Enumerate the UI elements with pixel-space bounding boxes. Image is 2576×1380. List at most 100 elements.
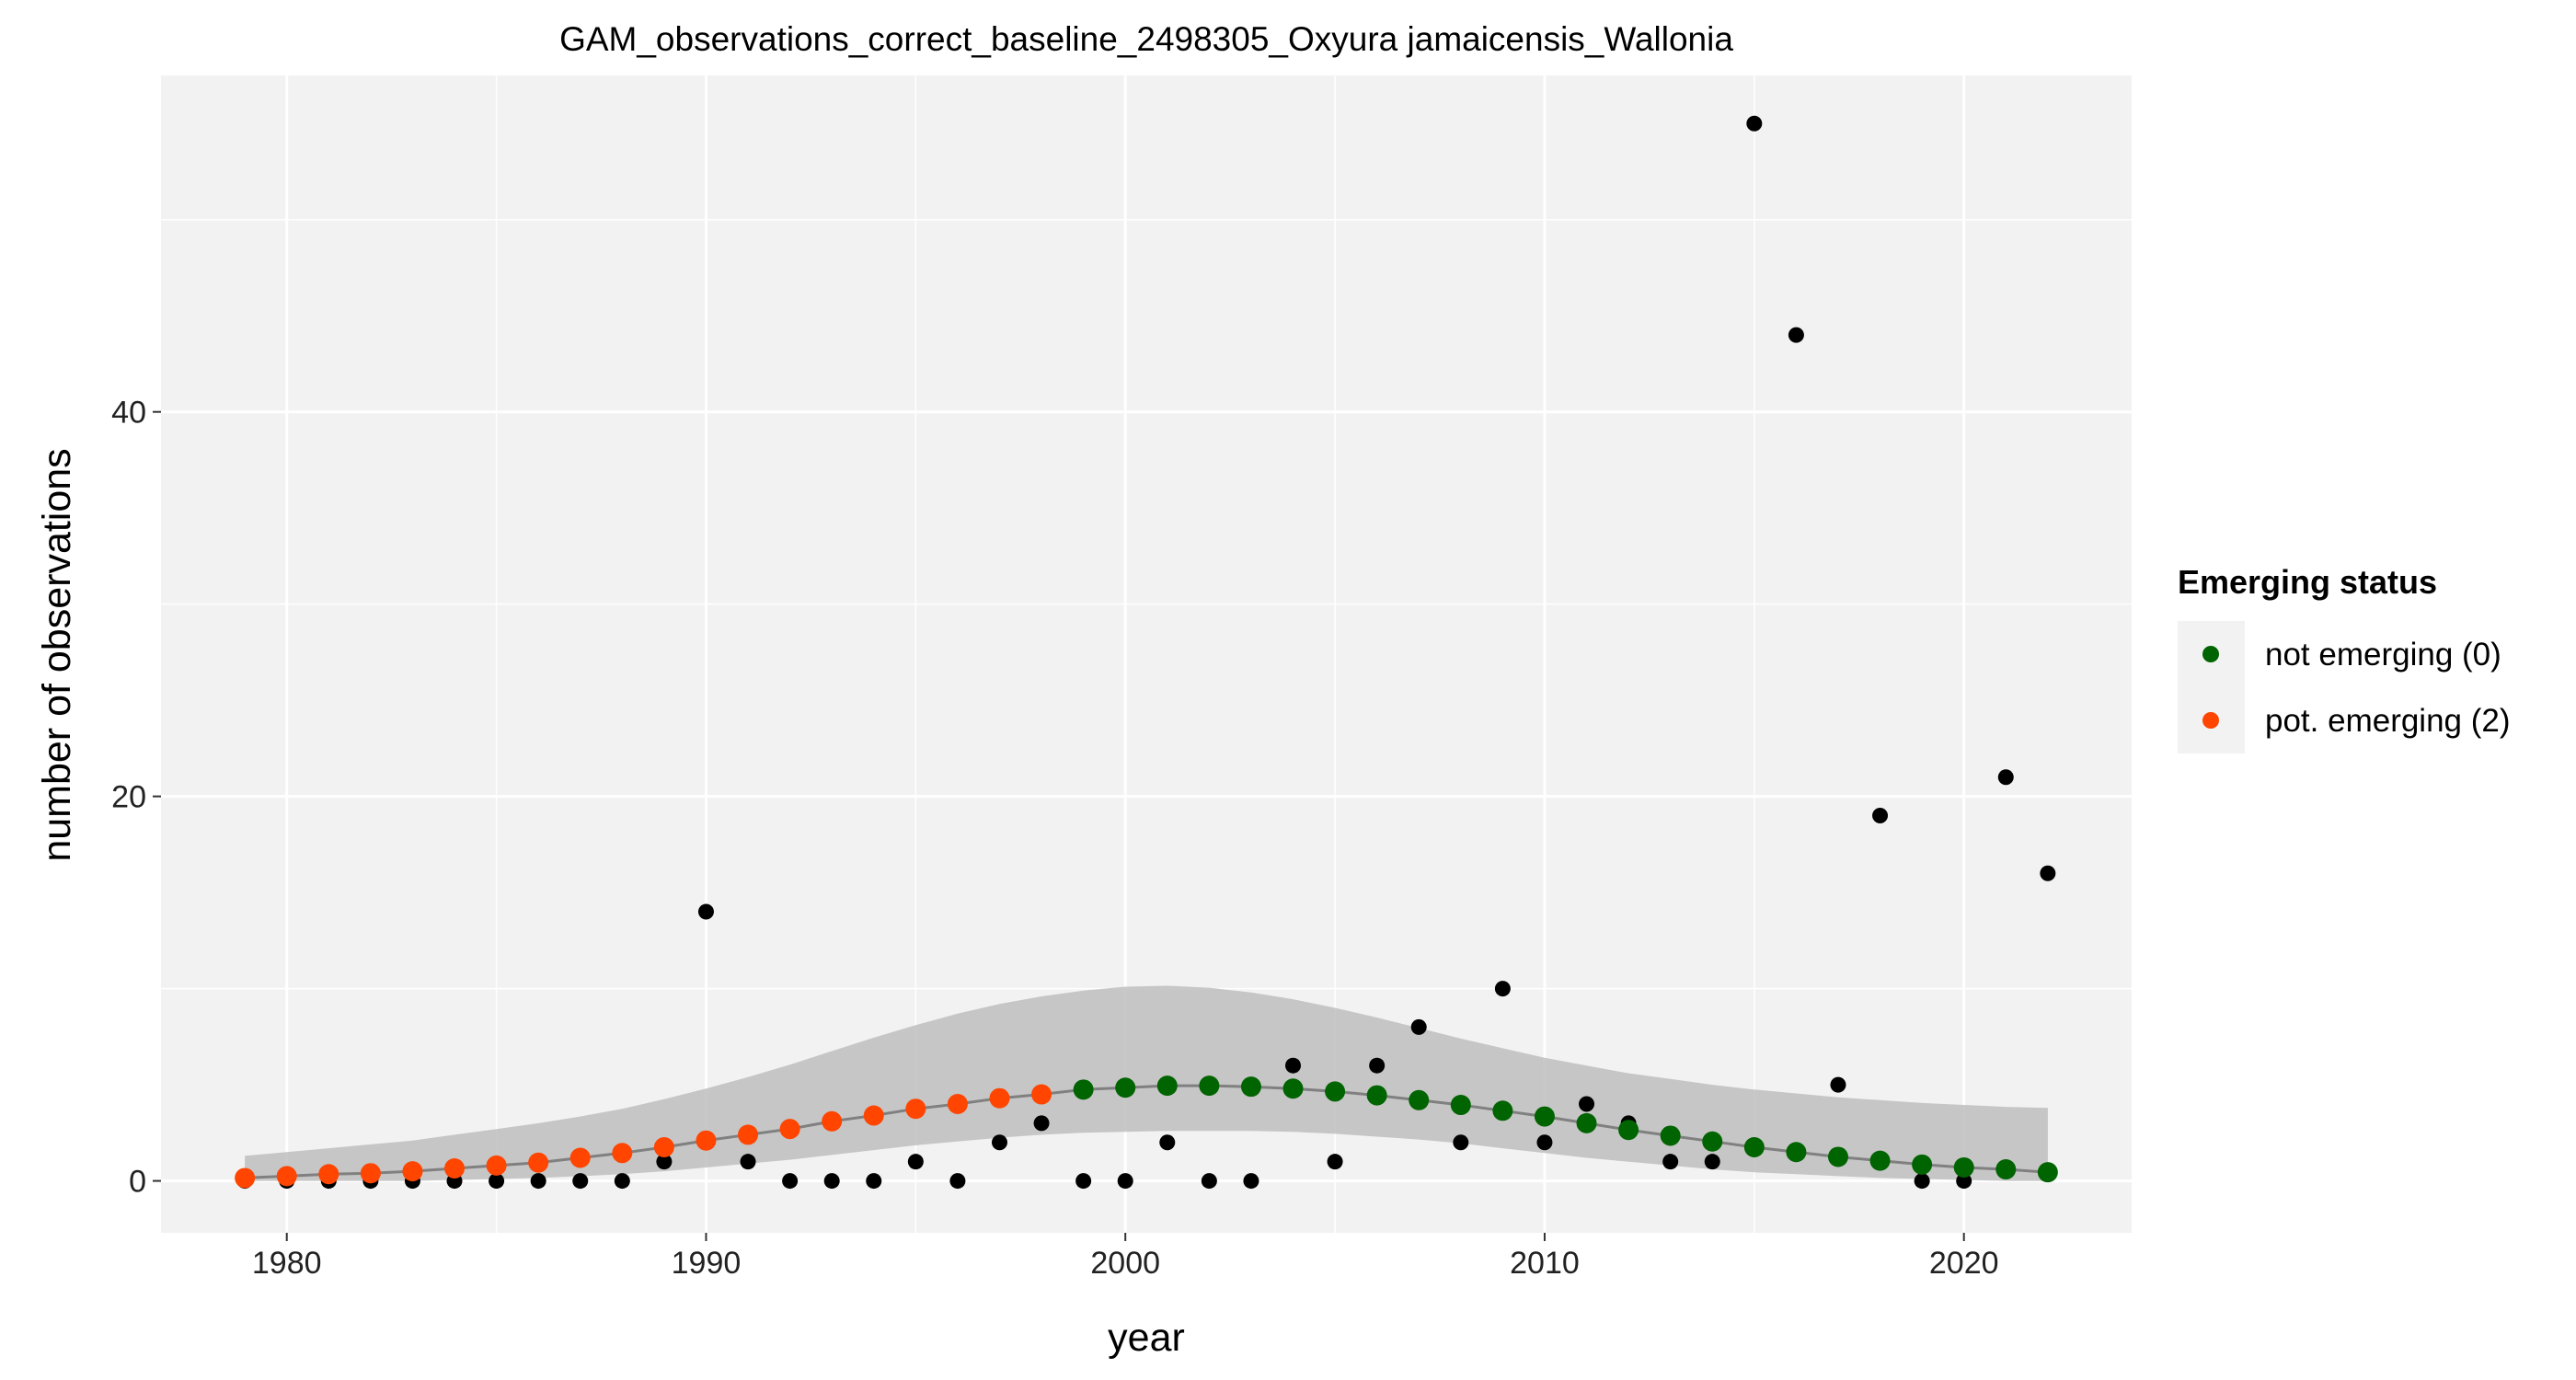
fitted-point-not-emerging — [1995, 1159, 2017, 1180]
chart-title: GAM_observations_correct_baseline_249830… — [559, 20, 1733, 58]
fitted-point-not-emerging — [1199, 1075, 1220, 1097]
fitted-point-not-emerging — [1156, 1075, 1178, 1097]
x-tick-label: 1980 — [252, 1246, 322, 1281]
fitted-point-not-emerging — [1240, 1076, 1261, 1098]
observed-point — [1704, 1154, 1720, 1170]
legend-title: Emerging status — [2178, 563, 2437, 601]
fitted-point-not-emerging — [1660, 1125, 1681, 1146]
fitted-point-pot-emerging — [235, 1167, 256, 1189]
x-axis-title: year — [1108, 1316, 1185, 1360]
fitted-point-pot-emerging — [653, 1137, 674, 1158]
fitted-point-pot-emerging — [402, 1161, 423, 1182]
observed-point — [907, 1154, 924, 1170]
y-axis-ticks: 0 20 40 — [111, 396, 161, 1200]
observed-point — [1327, 1154, 1343, 1170]
observed-point — [1117, 1173, 1133, 1190]
fitted-point-not-emerging — [1827, 1146, 1848, 1167]
legend-key-pot-emerging — [2202, 712, 2219, 729]
observed-point — [1997, 769, 2014, 786]
observed-point — [1788, 327, 1804, 343]
fitted-point-pot-emerging — [612, 1143, 633, 1164]
fitted-point-pot-emerging — [318, 1164, 339, 1185]
fitted-point-pot-emerging — [779, 1119, 800, 1140]
y-tick-label: 0 — [129, 1165, 146, 1200]
observed-point — [1453, 1134, 1469, 1151]
x-tick-label: 2020 — [1929, 1246, 1999, 1281]
fitted-point-not-emerging — [1869, 1150, 1891, 1171]
observed-point — [572, 1173, 589, 1190]
legend-key-background — [2178, 621, 2245, 753]
observed-point — [991, 1134, 1007, 1151]
fitted-point-pot-emerging — [528, 1152, 549, 1173]
observed-point — [1075, 1173, 1092, 1190]
fitted-point-not-emerging — [1492, 1100, 1513, 1121]
fitted-point-not-emerging — [1534, 1106, 1555, 1127]
fitted-point-pot-emerging — [863, 1105, 884, 1126]
fitted-point-not-emerging — [1618, 1120, 1639, 1141]
y-tick-label: 40 — [111, 396, 146, 431]
observed-point — [1746, 115, 1763, 132]
fitted-point-not-emerging — [1450, 1095, 1471, 1116]
fitted-point-not-emerging — [1073, 1079, 1094, 1100]
fitted-point-pot-emerging — [989, 1087, 1010, 1109]
fitted-point-not-emerging — [1786, 1142, 1807, 1163]
observed-point — [1956, 1173, 1972, 1190]
legend-label-not-emerging: not emerging (0) — [2265, 637, 2501, 673]
observed-point — [1285, 1057, 1302, 1074]
fitted-point-pot-emerging — [905, 1098, 926, 1120]
observed-point — [1243, 1173, 1259, 1190]
fitted-point-pot-emerging — [360, 1163, 381, 1184]
observed-point — [1201, 1173, 1217, 1190]
observed-point — [1662, 1154, 1679, 1170]
observed-point — [656, 1154, 673, 1170]
fitted-point-not-emerging — [1325, 1081, 1346, 1102]
fitted-point-not-emerging — [1702, 1131, 1723, 1152]
fitted-points — [235, 1075, 2058, 1189]
observed-point — [949, 1173, 966, 1190]
fitted-point-pot-emerging — [1031, 1084, 1052, 1105]
fitted-point-pot-emerging — [569, 1147, 591, 1168]
fitted-point-pot-emerging — [696, 1130, 717, 1151]
observed-point — [1914, 1173, 1930, 1190]
observed-point — [489, 1173, 505, 1190]
fitted-point-not-emerging — [1912, 1154, 1933, 1175]
observed-point — [2040, 865, 2056, 881]
legend-key-not-emerging — [2202, 646, 2219, 662]
fitted-point-pot-emerging — [738, 1124, 759, 1145]
observed-point — [782, 1173, 799, 1190]
observed-point — [697, 903, 714, 920]
observed-point — [866, 1173, 882, 1190]
x-tick-label: 1990 — [672, 1246, 742, 1281]
observed-point — [530, 1173, 546, 1190]
fitted-point-not-emerging — [1366, 1085, 1387, 1106]
legend-label-pot-emerging: pot. emerging (2) — [2265, 703, 2511, 739]
y-tick-label: 20 — [111, 780, 146, 815]
fitted-point-pot-emerging — [444, 1157, 466, 1179]
fitted-point-pot-emerging — [822, 1110, 843, 1132]
fitted-point-not-emerging — [1409, 1089, 1430, 1110]
fitted-point-not-emerging — [1953, 1156, 1974, 1178]
observed-point — [614, 1173, 630, 1190]
fitted-point-pot-emerging — [947, 1093, 968, 1114]
x-tick-label: 2000 — [1090, 1246, 1160, 1281]
observed-point — [823, 1173, 840, 1190]
observed-point — [1830, 1076, 1846, 1093]
fitted-point-not-emerging — [1576, 1112, 1597, 1133]
confidence-ribbon — [245, 985, 2048, 1181]
observed-point — [1536, 1134, 1553, 1151]
observed-point — [1579, 1096, 1595, 1112]
observed-point — [1410, 1018, 1427, 1035]
fitted-point-not-emerging — [2037, 1162, 2058, 1183]
x-tick-label: 2010 — [1510, 1246, 1580, 1281]
observed-point — [1033, 1115, 1050, 1132]
fitted-point-pot-emerging — [276, 1166, 297, 1187]
fitted-point-not-emerging — [1282, 1078, 1304, 1099]
observed-point — [1494, 981, 1511, 997]
x-axis-ticks: 1980 1990 2000 2010 2020 — [252, 1233, 1999, 1281]
y-axis-title: number of observations — [35, 448, 79, 861]
fitted-point-not-emerging — [1743, 1137, 1765, 1158]
fitted-point-not-emerging — [1115, 1077, 1136, 1098]
minor-gridlines — [161, 75, 2132, 1233]
observed-point — [1369, 1057, 1386, 1074]
